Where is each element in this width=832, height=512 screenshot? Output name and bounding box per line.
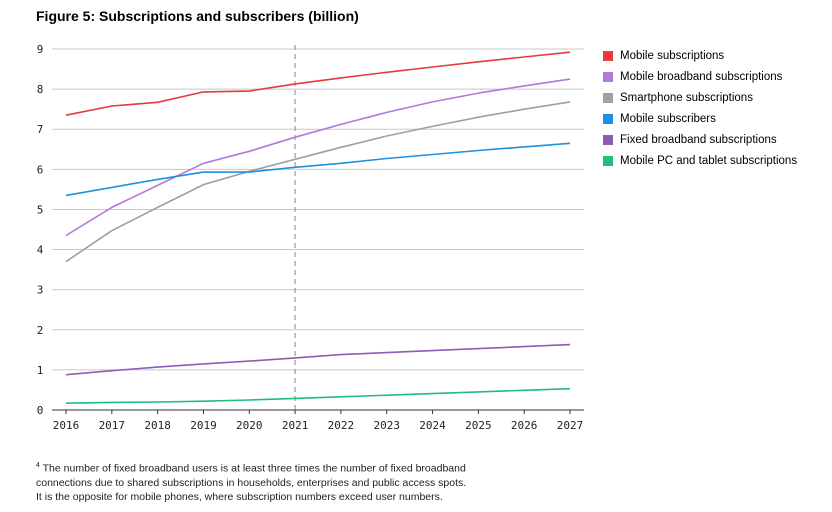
x-tick-label: 2026 — [511, 419, 538, 432]
x-tick-label: 2021 — [282, 419, 309, 432]
series-line-mobile-subscriptions — [65, 51, 571, 116]
legend-label: Mobile subscriptions — [620, 49, 725, 62]
series-line-mobile-subscribers — [65, 142, 571, 197]
x-tick-label: 2025 — [465, 419, 492, 432]
x-tick-label: 2027 — [557, 419, 584, 432]
legend-label: Fixed broadband subscriptions — [620, 133, 777, 146]
legend-swatch — [603, 113, 613, 124]
legend-label: Mobile broadband subscriptions — [620, 70, 783, 83]
legend-label: Mobile PC and tablet subscriptions — [620, 154, 798, 167]
y-tick-label: 4 — [37, 244, 44, 257]
y-tick-label: 7 — [37, 123, 44, 136]
y-tick-label: 6 — [37, 163, 44, 176]
legend-item: Fixed broadband subscriptions — [603, 129, 797, 150]
y-tick-label: 1 — [37, 364, 44, 377]
legend-item: Mobile broadband subscriptions — [603, 66, 797, 87]
x-tick-label: 2022 — [328, 419, 355, 432]
footnote: 4 The number of fixed broadband users is… — [36, 459, 576, 504]
x-tick-label: 2020 — [236, 419, 263, 432]
legend-swatch — [603, 92, 613, 103]
y-tick-label: 9 — [37, 43, 44, 56]
legend-swatch — [603, 134, 613, 145]
series-line-fixed-broadband-subscriptions — [65, 343, 571, 376]
y-tick-label: 8 — [37, 83, 44, 96]
x-tick-label: 2017 — [99, 419, 126, 432]
legend-item: Mobile subscriptions — [603, 45, 797, 66]
legend-item: Smartphone subscriptions — [603, 87, 797, 108]
footnote-marker: 4 — [36, 462, 40, 469]
footnote-line-3: It is the opposite for mobile phones, wh… — [36, 490, 443, 503]
legend-swatch — [603, 155, 613, 166]
series-line-smartphone-subscriptions — [65, 101, 571, 263]
y-tick-label: 2 — [37, 324, 44, 337]
chart-title: Figure 5: Subscriptions and subscribers … — [36, 8, 359, 24]
footnote-line-1: The number of fixed broadband users is a… — [42, 462, 466, 475]
x-tick-label: 2018 — [144, 419, 171, 432]
legend-item: Mobile subscribers — [603, 108, 797, 129]
chart-legend: Mobile subscriptions Mobile broadband sub… — [603, 45, 797, 171]
x-tick-label: 2024 — [419, 419, 446, 432]
x-tick-label: 2016 — [53, 419, 80, 432]
legend-swatch — [603, 50, 613, 61]
legend-item: Mobile PC and tablet subscriptions — [603, 150, 797, 171]
x-tick-label: 2019 — [190, 419, 217, 432]
legend-label: Mobile subscribers — [620, 112, 716, 125]
y-tick-label: 5 — [37, 203, 44, 216]
series-line-mobile-pc-and-tablet-subscriptions — [65, 387, 571, 404]
y-tick-label: 3 — [37, 284, 44, 297]
y-tick-label: 0 — [37, 404, 44, 417]
legend-swatch — [603, 71, 613, 82]
footnote-line-2: connections due to shared subscriptions … — [36, 476, 467, 489]
series-line-mobile-broadband-subscriptions — [65, 78, 571, 237]
x-tick-label: 2023 — [373, 419, 400, 432]
legend-label: Smartphone subscriptions — [620, 91, 753, 104]
